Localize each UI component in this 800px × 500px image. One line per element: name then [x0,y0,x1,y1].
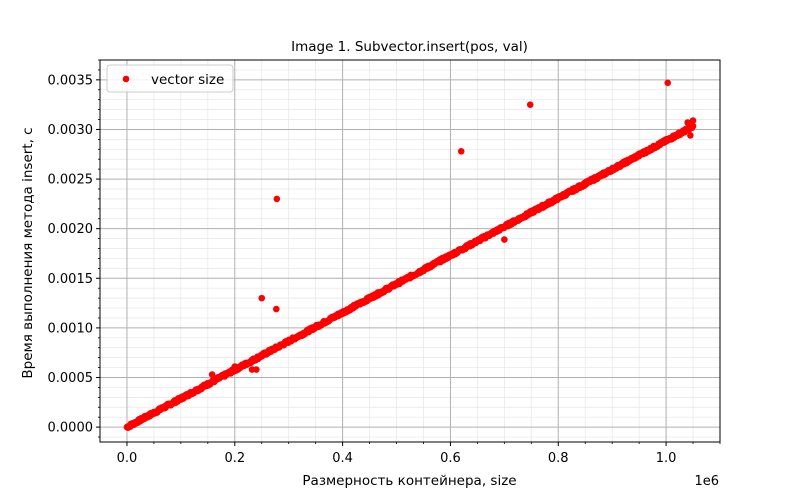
x-axis-label: Размерность контейнера, size [302,473,516,489]
data-point [664,79,672,87]
x-tick-label: 0.0 [117,451,138,466]
minor-grid [100,59,721,442]
major-grid [100,60,720,442]
data-point [689,117,697,124]
legend: vector size [106,64,234,93]
legend-label: vector size [151,72,224,88]
data-point [272,305,280,313]
y-axis-label: Время выполнения метода insert, с [20,127,36,378]
legend-box [106,64,234,93]
data-point [526,101,534,108]
y-tick-label: 0.0005 [48,371,94,386]
x-tick-label: 0.6 [440,451,461,466]
y-tick-label: 0.0030 [48,123,94,138]
y-tick-label: 0.0010 [48,321,94,336]
y-tick-label: 0.0035 [48,73,94,88]
x-tick-label: 1.0 [656,451,677,466]
x-tick-label: 0.4 [332,451,353,466]
y-tick-label: 0.0025 [48,173,94,188]
axis-ticks: 0.0 0.2 0.4 0.6 0.8 1.0 0.0000 0.0005 0.0010 0.00… [48,59,721,466]
data-point [208,371,216,378]
data-points [123,79,697,431]
x-tick-label: 0.2 [224,451,245,466]
data-point [258,294,266,302]
x-axis-offset-label: 1e6 [694,474,719,489]
data-point [684,119,691,126]
data-point [231,363,239,370]
legend-marker [122,75,130,83]
data-point [253,366,260,373]
y-tick-label: 0.0015 [48,272,94,287]
chart-title: Image 1. Subvector.insert(pos, val) [291,39,528,55]
data-point [457,147,465,155]
y-tick-label: 0.0020 [48,222,94,237]
data-point [689,122,697,130]
data-point [687,132,694,139]
x-tick-label: 0.8 [548,451,569,466]
data-point [273,195,281,203]
plot-frame [99,59,721,443]
y-tick-label: 0.0000 [48,421,94,436]
data-point [501,236,508,243]
